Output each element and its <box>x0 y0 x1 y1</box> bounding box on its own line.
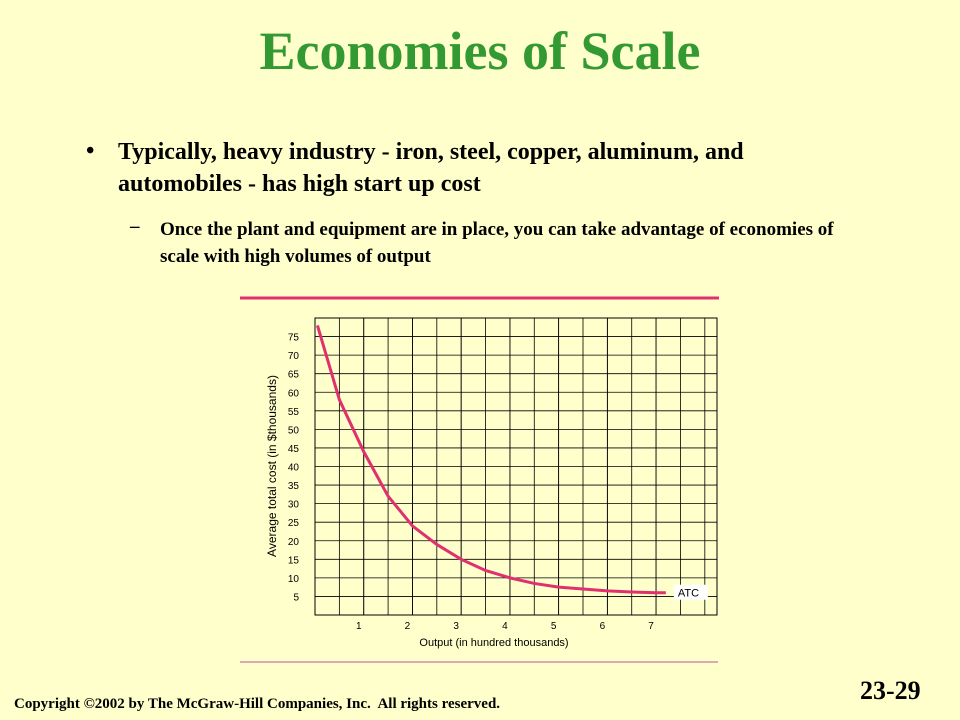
y-tick-label: 65 <box>288 370 300 381</box>
y-tick-label: 75 <box>288 333 300 344</box>
x-tick-label: 4 <box>502 621 508 632</box>
sub-bullet-marker: – <box>130 216 140 237</box>
y-tick-label: 50 <box>288 425 300 436</box>
copyright: Copyright ©2002 by The McGraw-Hill Compa… <box>14 696 501 712</box>
y-tick-label: 10 <box>288 574 300 585</box>
line <box>315 325 666 595</box>
y-axis-label: Average total cost (in $thousands) <box>265 375 279 557</box>
legend-box <box>673 584 708 600</box>
y-tick-label: 70 <box>288 351 300 362</box>
page-number: 23-29 <box>860 676 921 705</box>
x-tick-label: 2 <box>405 621 411 632</box>
bullet-marker: • <box>86 138 95 164</box>
bullet: Typically, heavy industry - iron, steel,… <box>118 139 744 197</box>
sub-bullet: Once the plant and equipment are in plac… <box>160 219 834 267</box>
x-tick-label: 7 <box>648 621 654 632</box>
y-tick-label: 60 <box>288 388 300 399</box>
x-tick-label: 3 <box>453 621 459 632</box>
y-tick-label: 45 <box>288 444 300 455</box>
slide-title: Economies of Scale <box>259 21 701 81</box>
y-tick-label: 55 <box>288 407 300 418</box>
y-tick-label: 20 <box>288 537 300 548</box>
y-tick-label: 40 <box>288 463 300 474</box>
x-tick-label: 1 <box>356 621 362 632</box>
x-tick-label: 5 <box>551 621 557 632</box>
y-tick-label: 25 <box>288 518 300 529</box>
y-tick-label: 15 <box>288 555 300 566</box>
x-tick-label: 6 <box>600 621 606 632</box>
y-tick-label: 30 <box>288 500 300 511</box>
x-axis-label: Output (in hundred thousands) <box>419 637 568 649</box>
y-tick-label: 35 <box>288 481 300 492</box>
y-tick-label: 5 <box>293 592 299 603</box>
legend-label: ATC <box>678 588 699 600</box>
